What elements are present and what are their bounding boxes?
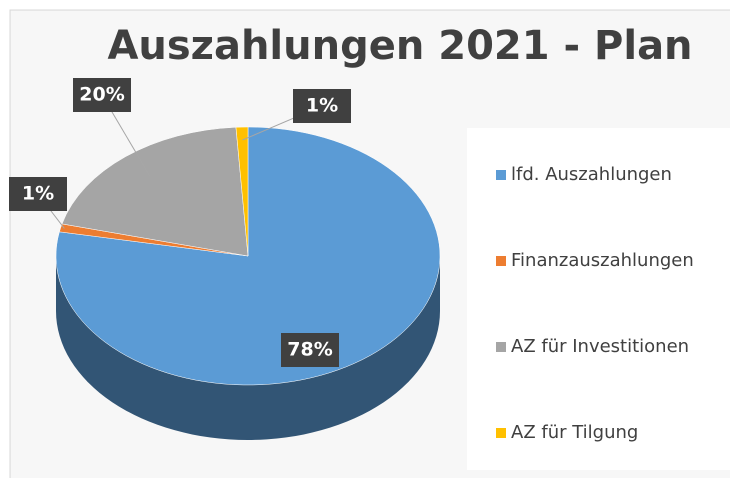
pie-slice xyxy=(55,126,441,386)
data-label: 1% xyxy=(306,95,338,117)
legend-label: AZ für Tilgung xyxy=(511,422,638,443)
legend-swatch xyxy=(496,170,506,180)
legend-label: lfd. Auszahlungen xyxy=(511,164,672,185)
chart-title: Auszahlungen 2021 - Plan xyxy=(107,23,692,69)
data-label: 78% xyxy=(287,339,332,361)
legend-label: Finanzauszahlungen xyxy=(511,250,694,271)
data-label: 20% xyxy=(79,84,124,106)
data-label-box xyxy=(9,177,67,211)
data-label-box xyxy=(281,333,339,367)
slice-side xyxy=(56,256,440,440)
data-label-box xyxy=(293,89,351,123)
data-label: 1% xyxy=(22,183,54,205)
pie-slice xyxy=(61,126,249,257)
legend-label: AZ für Investitionen xyxy=(511,336,689,357)
data-label-box xyxy=(73,78,131,112)
legend-swatch xyxy=(496,428,506,438)
pie-slice xyxy=(235,126,249,257)
legend-swatch xyxy=(496,256,506,266)
legend-swatch xyxy=(496,342,506,352)
legend-box xyxy=(467,128,730,470)
